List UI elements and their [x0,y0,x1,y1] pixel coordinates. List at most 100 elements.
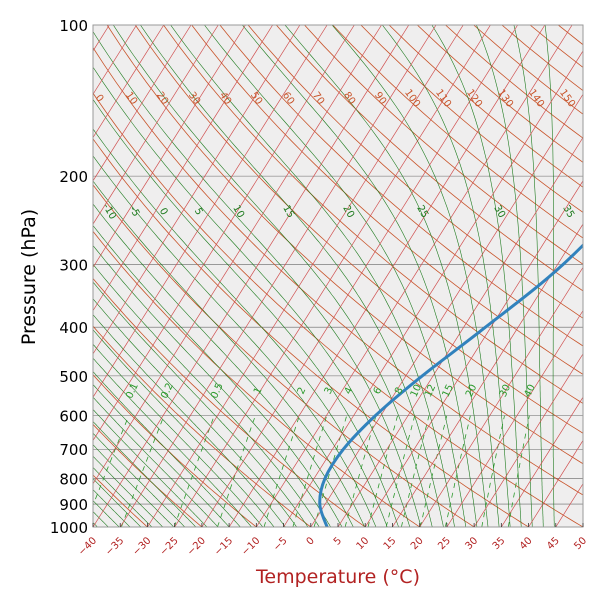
x-tick-label: −5 [271,535,289,553]
moist-adiabat [476,25,533,527]
isotherm [228,25,546,527]
moist-adiabat [93,281,309,527]
mixing-ratio-label: 10 [409,383,424,399]
isotherm [256,25,573,527]
moist-adiabat [242,25,478,527]
moist-adiabat [93,31,422,527]
moist-adiabat-label: -5 [127,205,142,219]
moist-adiabat [93,444,175,527]
isotherm [119,25,437,527]
isotherm [147,25,464,527]
x-tick-label: 45 [545,535,562,552]
isotherm [446,309,583,527]
moist-adiabat [93,408,208,527]
mixing-ratio-line [121,415,165,527]
x-tick-label: 10 [355,535,372,552]
isotherm [201,25,518,527]
dry-adiabat [332,25,583,239]
isotherm [93,25,192,182]
mixing-ratio-label: 40 [523,383,538,399]
mixing-ratio-line [173,415,215,527]
isotherm [93,25,410,527]
moist-adiabat [93,420,197,527]
x-axis-label-text: Temperature (°C) [256,566,420,588]
dry-adiabat [163,25,583,404]
mixing-ratio-line [419,415,448,527]
moist-adiabat [93,357,252,527]
moist-adiabat [93,432,186,527]
moist-adiabat [93,263,320,527]
moist-adiabat [93,66,411,527]
x-tick-label: 20 [409,535,426,552]
mixing-ratio-label: 20 [464,383,479,399]
moist-adiabat [93,329,275,527]
isotherm [283,50,583,527]
dry-adiabat [191,25,583,375]
mixing-ratio-line [445,415,471,527]
y-tick-label: 100 [59,17,88,35]
isotherm [501,396,583,527]
isotherm [473,353,583,527]
mixing-ratio-label: 2 [296,386,309,396]
x-tick-label: 0 [305,535,317,547]
y-tick-label: 300 [59,257,88,275]
moist-adiabat [93,489,131,527]
moist-adiabat [93,314,286,527]
moist-adiabat [93,98,399,527]
moist-adiabat [204,25,467,527]
moist-adiabat [93,511,109,527]
x-tick-label: 50 [572,535,589,552]
x-tick-label: −15 [213,535,236,558]
dry-adiabat-label: 0 [93,93,106,105]
dry-adiabat [219,25,583,347]
dry-adiabat [106,25,583,465]
dry-adiabat [134,25,583,434]
dry-adiabat [93,374,257,527]
dry-adiabat [93,474,148,527]
mixing-ratio-line [263,415,300,527]
moist-adiabat [112,25,433,527]
moist-adiabat [93,245,331,527]
dry-adiabat [93,277,366,527]
isotherm [93,25,355,442]
isotherm [364,180,583,527]
mixing-ratio-label: 8 [393,386,406,396]
dry-adiabat [93,184,475,527]
isotherm [582,526,583,527]
mixing-ratio-line [401,415,430,527]
mixing-ratio-line [367,415,398,527]
isotherm [93,25,382,485]
mixing-ratio-label: 15 [441,383,456,399]
x-axis-label: Temperature (°C) [256,566,420,588]
isotherm [93,25,219,225]
x-tick-label: −20 [185,535,208,558]
moist-adiabat [381,25,511,527]
isotherm [337,136,583,527]
moist-adiabat [331,25,500,527]
isotherm [93,25,328,398]
isotherm [419,266,583,527]
dry-adiabat [93,325,312,527]
mixing-ratio-label: 30 [498,383,513,399]
moist-adiabat-label: 0 [157,206,170,217]
isotherm [93,25,165,139]
y-tick-label: 1000 [50,519,88,537]
y-axis-label: Pressure (hPa) [18,208,40,346]
moist-adiabat [93,384,230,527]
isotherm [93,25,246,269]
y-tick-label: 200 [59,168,88,186]
y-tick-label: 400 [59,319,88,337]
moist-adiabat [93,298,297,527]
y-tick-label: 700 [59,441,88,459]
x-tick-label: −40 [76,535,99,558]
isotherm [93,25,273,312]
moist-adiabat [93,396,219,527]
moist-adiabat [93,455,164,527]
mixing-ratio-label: 4 [343,386,356,396]
moist-adiabat [93,128,388,527]
isotherm [528,439,583,527]
isotherm [174,25,491,527]
dry-adiabat [93,46,583,496]
moist-adiabat [513,25,544,527]
mixing-ratio-line [217,415,256,527]
